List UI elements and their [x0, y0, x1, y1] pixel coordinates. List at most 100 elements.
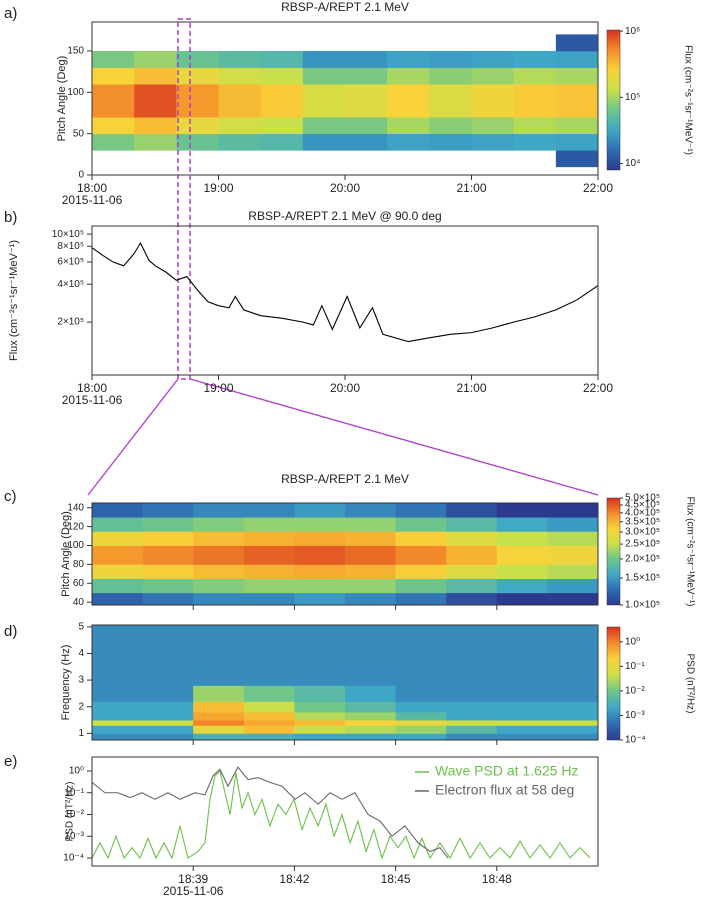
heatmap-cell: [92, 592, 143, 606]
y-tick-label: 10×10⁵: [52, 229, 84, 240]
heatmap-cell: [345, 545, 396, 565]
y-tick-label: 6×10⁵: [57, 257, 84, 268]
x-tick-label: 19:00: [203, 381, 233, 395]
y-tick-label: 0: [78, 170, 84, 181]
heatmap-cell: [496, 725, 548, 734]
x-date-label: 2015-11-06: [62, 393, 123, 407]
heatmap-cell: [243, 545, 295, 565]
y-axis-label: Pitch Angle (Deg): [60, 511, 72, 597]
x-tick-label: 18:39: [178, 872, 208, 886]
heatmap-cell: [547, 733, 599, 741]
heatmap-cell: [92, 578, 143, 594]
colorbar-label: PSD (nT²/Hz): [684, 654, 695, 714]
heatmap-cell: [294, 531, 346, 546]
plot-frame: [91, 624, 599, 741]
heatmap-cell: [429, 117, 472, 135]
heatmap-cell: [92, 564, 143, 579]
heatmap-cell: [496, 666, 548, 686]
zoom-connector: [87, 378, 179, 496]
heatmap-cell: [92, 712, 143, 721]
heatmap-cell: [142, 517, 194, 532]
heatmap-cell: [142, 531, 194, 546]
heatmap-cell: [345, 117, 388, 135]
heatmap-cell: [92, 701, 143, 713]
heatmap-cell: [294, 517, 346, 532]
heatmap-cell: [555, 50, 599, 68]
heatmap-cell: [260, 67, 304, 85]
colorbar: [606, 626, 621, 741]
heatmap-cell: [446, 578, 498, 594]
plot-frame: [91, 502, 599, 606]
x-date-label: 2015-11-06: [163, 884, 224, 898]
y-tick-label: 2: [78, 701, 84, 712]
heatmap-cell: [176, 133, 219, 151]
heatmap-cell: [243, 733, 295, 741]
panel-label: d): [4, 623, 17, 640]
y-tick-label: 140: [67, 502, 84, 513]
heatmap-cell: [429, 133, 472, 151]
heatmap-cell: [218, 117, 262, 135]
heatmap-cell: [243, 592, 295, 606]
heatmap-cell: [294, 592, 346, 606]
heatmap-cell: [496, 733, 548, 741]
colorbar-tick-label: 10⁻⁴: [625, 735, 646, 746]
x-tick-label: 18:42: [279, 872, 309, 886]
heatmap-cell: [92, 133, 135, 151]
heatmap-cell: [243, 503, 295, 518]
heatmap-cell: [496, 685, 548, 702]
heatmap-cell: [92, 720, 143, 726]
heatmap-cell: [387, 133, 430, 151]
y-tick-label: 4: [78, 648, 84, 659]
heatmap-cell: [260, 100, 304, 118]
heatmap-cell: [471, 67, 515, 85]
heatmap-cell: [496, 517, 548, 532]
heatmap-cell: [193, 592, 245, 606]
colorbar-label: Flux (cm⁻²s⁻¹sr⁻¹MeV⁻¹): [682, 45, 693, 155]
heatmap-cell: [243, 701, 295, 713]
heatmap-cell: [547, 578, 599, 594]
plot-frame: [91, 756, 599, 867]
heatmap-cell: [218, 50, 262, 68]
heatmap-cell: [446, 592, 498, 606]
heatmap-cell: [345, 733, 396, 741]
heatmap-cell: [134, 117, 177, 135]
panel-label: b): [4, 209, 17, 226]
heatmap-cell: [142, 564, 194, 579]
colorbar-tick-label: 10⁻²: [625, 686, 645, 697]
heatmap-cell: [345, 701, 396, 713]
colorbar: [606, 29, 621, 171]
heatmap-cell: [294, 625, 346, 668]
heatmap-cell: [260, 133, 304, 151]
heatmap-cell: [496, 531, 548, 546]
heatmap-cell: [395, 733, 447, 741]
heatmap-cell: [92, 117, 135, 135]
heatmap-cell: [387, 67, 430, 85]
y-tick-label: 4×10⁵: [57, 279, 84, 290]
heatmap-cell: [547, 701, 599, 713]
heatmap-cell: [345, 517, 396, 532]
colorbar-tick-label: 1.0×10⁵: [625, 600, 660, 611]
heatmap-cell: [345, 712, 396, 721]
heatmap-cell: [92, 503, 143, 518]
heatmap-cell: [387, 50, 430, 68]
heatmap-cell: [142, 503, 194, 518]
heatmap-cell: [243, 564, 295, 579]
x-tick-label: 19:00: [203, 181, 233, 195]
heatmap-cell: [547, 545, 599, 565]
x-tick-label: 18:45: [381, 872, 411, 886]
y-axis-label: PSD (nT²/Hz): [65, 782, 76, 842]
heatmap-cell: [193, 720, 245, 726]
x-tick-label: 18:00: [77, 381, 107, 395]
heatmap-cell: [547, 517, 599, 532]
heatmap-cell: [193, 517, 245, 532]
legend-label: Electron flux at 58 deg: [435, 782, 574, 798]
y-tick-label: 2×10⁵: [57, 317, 84, 328]
heatmap-cell: [142, 712, 194, 721]
heatmap-cell: [496, 503, 548, 518]
y-tick-label: 10⁻²: [64, 809, 84, 820]
colorbar-tick-label: 10⁵: [625, 92, 640, 103]
heatmap-cell: [496, 545, 548, 565]
heatmap-cell: [345, 50, 388, 68]
heatmap-cell: [547, 725, 599, 734]
heatmap-cell: [134, 84, 177, 101]
